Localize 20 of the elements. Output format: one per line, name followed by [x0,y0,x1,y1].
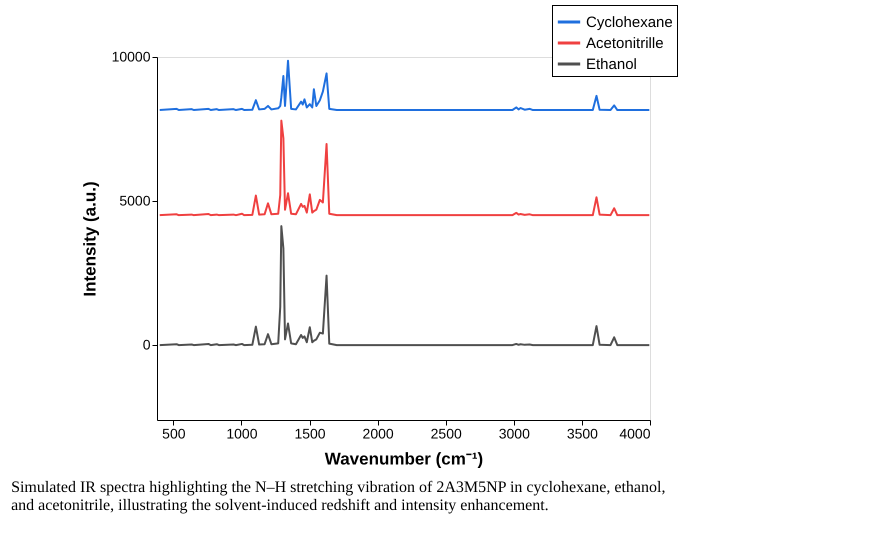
x-tick-label: 1000 [226,426,258,442]
x-tick-label: 1500 [294,426,326,442]
line-series [158,225,650,346]
x-tick-label: 4000 [619,426,651,442]
legend-label: Ethanol [586,56,637,73]
legend-label: Cyclohexane [586,14,673,31]
line-series [158,60,650,112]
line-series [158,120,650,216]
legend-label: Acetonitrille [586,35,664,52]
x-axis-title: Wavenumber (cm⁻¹) [324,450,484,468]
x-tick-label: 2000 [362,426,394,442]
y-tick-label: 0 [142,336,151,353]
y-axis-title: Intensity (a.u.) [80,181,100,297]
x-tick-label: 2500 [430,426,462,442]
x-tick-label: 500 [162,426,186,442]
text: Simulated IR spectra highlighting the N–H stretching vibration of 2A3M5NP in cyclohexane, ethanol, and acetonitrile, illustrating the solvent-induced redshift and intensity enhancement. [11,479,666,514]
x-tick-label: 3500 [566,426,598,442]
y-tick-label: 10000 [112,48,151,64]
x-tick-label: 3000 [498,426,530,442]
y-tick-label: 5000 [119,192,151,209]
